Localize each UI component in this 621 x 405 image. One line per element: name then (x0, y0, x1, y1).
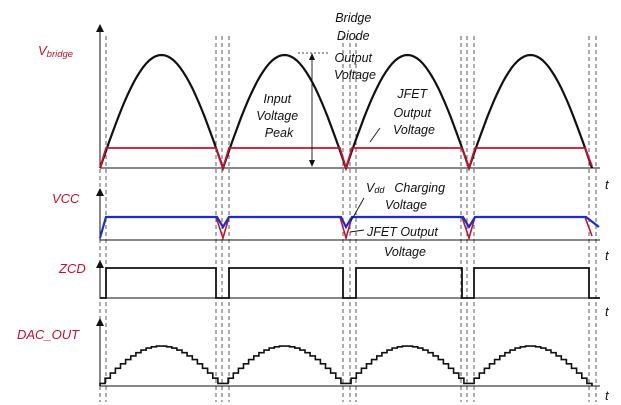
time-axis-label-2: t (605, 248, 610, 263)
jfet-output-waveform-top (99, 147, 593, 172)
waveforms (98, 53, 600, 386)
dac-out-waveform (99, 345, 593, 386)
zcd-label: ZCD (58, 261, 86, 276)
vcc-label: VCC (52, 191, 80, 206)
vdd-charging-waveform (98, 215, 600, 239)
time-axis-label-4: t (605, 388, 610, 403)
time-axis-label-1: t (605, 177, 610, 192)
bridge-output-annotation: Bridge Diode Output Voltage (334, 11, 376, 82)
time-axis-label-3: t (605, 304, 610, 319)
vdd-charging-annotation-line2: Voltage (385, 198, 427, 212)
zcd-waveform (100, 267, 600, 299)
annotation-leaders (349, 127, 381, 233)
dac-out-label: DAC_OUT (17, 327, 80, 342)
jfet-output-annotation-top: JFET Output Voltage (393, 87, 435, 137)
input-peak-dimension (298, 52, 330, 167)
vdd-charging-annotation: Vdd Charging (366, 181, 445, 195)
vbridge-label: Vbridge (38, 43, 73, 60)
jfet-output-annotation-mid: JFET Output Voltage (366, 225, 441, 259)
input-peak-annotation: Input Voltage Peak (256, 92, 301, 140)
axes (96, 24, 600, 387)
